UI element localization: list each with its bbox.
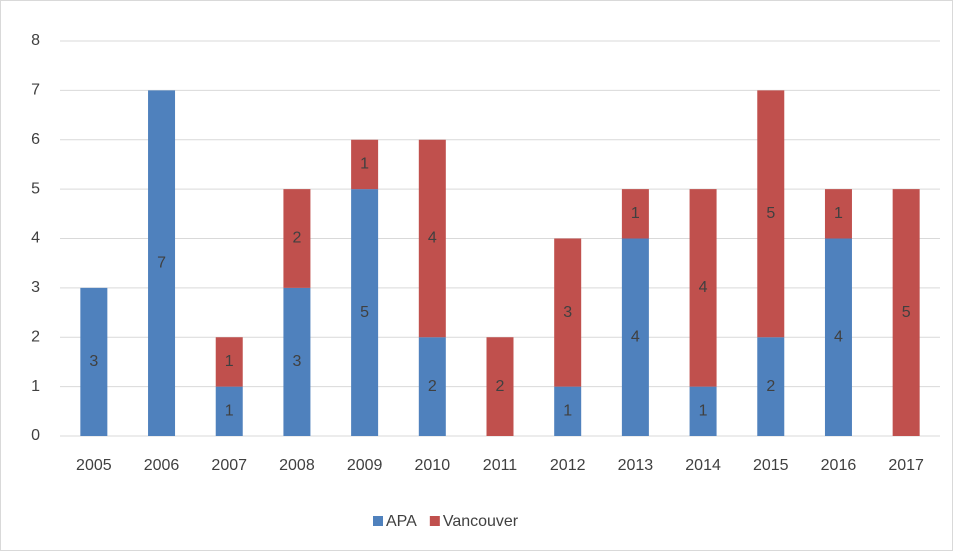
legend-label: Vancouver: [443, 513, 519, 530]
legend-label: APA: [386, 513, 417, 530]
bar-segment: [418, 139, 446, 338]
data-label: 5: [360, 304, 369, 321]
bar-segment: [283, 287, 311, 436]
data-label: 2: [292, 230, 301, 247]
y-tick-label: 4: [31, 230, 40, 247]
y-tick-label: 0: [31, 427, 40, 444]
data-label: 4: [428, 230, 437, 247]
data-label: 1: [834, 205, 843, 222]
bar-segment: [892, 189, 920, 436]
y-tick-label: 2: [31, 328, 40, 345]
bar-segment: [554, 386, 582, 436]
bar-segment: [283, 189, 311, 288]
y-tick-label: 7: [31, 82, 40, 99]
data-label: 3: [89, 353, 98, 370]
x-tick-label: 2005: [76, 457, 112, 474]
bar-segment: [689, 386, 717, 436]
data-label: 1: [225, 403, 234, 420]
x-tick-label: 2008: [279, 457, 315, 474]
y-tick-label: 6: [31, 131, 40, 148]
data-label: 3: [563, 304, 572, 321]
x-tick-label: 2012: [550, 457, 586, 474]
bar-segment: [757, 90, 785, 338]
data-label: 4: [834, 328, 843, 345]
bar-segment: [215, 337, 243, 387]
y-tick-label: 1: [31, 378, 40, 395]
x-tick-label: 2006: [144, 457, 180, 474]
data-label: 4: [631, 328, 640, 345]
data-label: 7: [157, 254, 166, 271]
x-tick-label: 2013: [618, 457, 654, 474]
bar-segment: [351, 189, 379, 436]
data-label: 2: [496, 378, 505, 395]
bar-segment: [215, 386, 243, 436]
x-tick-label: 2011: [483, 457, 518, 474]
bar-segment: [351, 139, 379, 190]
bar-segment: [824, 189, 852, 239]
bar-segment: [689, 189, 717, 387]
bar-segment: [621, 238, 649, 436]
x-tick-label: 2017: [888, 457, 924, 474]
bar-segment: [621, 189, 649, 239]
data-label: 1: [225, 353, 234, 370]
data-label: 2: [428, 378, 437, 395]
data-label: 5: [902, 304, 911, 321]
bar-segment: [554, 238, 582, 387]
x-tick-label: 2014: [685, 457, 721, 474]
bar-segment: [486, 337, 514, 436]
bar-segment: [148, 90, 176, 436]
data-label: 1: [563, 403, 572, 420]
data-label: 3: [292, 353, 301, 370]
bar-segment: [757, 337, 785, 436]
y-tick-label: 3: [31, 279, 40, 296]
y-tick-label: 8: [31, 32, 40, 49]
x-tick-label: 2009: [347, 457, 383, 474]
x-tick-label: 2015: [753, 457, 789, 474]
data-label: 1: [699, 403, 708, 420]
bar-segment: [824, 238, 852, 436]
x-tick-label: 2010: [415, 457, 451, 474]
x-tick-label: 2007: [211, 457, 247, 474]
data-label: 2: [766, 378, 775, 395]
data-label: 1: [360, 156, 369, 173]
legend-swatch: [373, 516, 383, 526]
bar-segment: [418, 337, 446, 436]
bar-segment: [80, 287, 108, 436]
legend-swatch: [429, 516, 440, 526]
data-label: 5: [766, 205, 775, 222]
data-label: 4: [699, 279, 708, 296]
y-tick-label: 5: [31, 180, 40, 197]
x-tick-label: 2016: [821, 457, 857, 474]
data-label: 1: [631, 205, 640, 222]
